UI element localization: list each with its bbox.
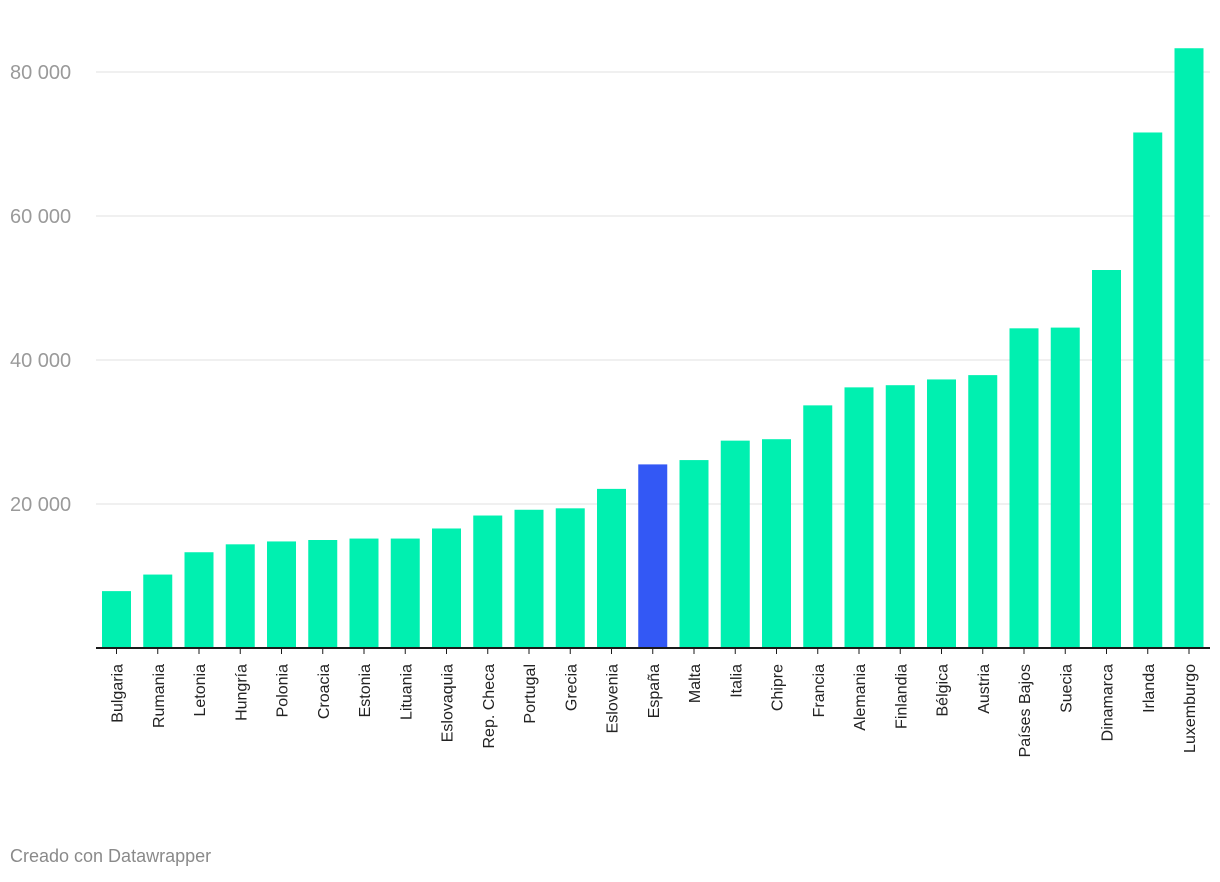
x-axis-ticks	[116, 648, 1190, 654]
y-tick-label: 40 000	[10, 350, 71, 372]
bar	[803, 405, 833, 648]
gridlines	[96, 71, 1210, 505]
bar	[432, 528, 461, 648]
category-label: Francia	[811, 664, 828, 717]
bar	[720, 440, 750, 648]
category-label: Luxemburgo	[1182, 664, 1199, 753]
y-tick-label: 20 000	[10, 494, 71, 516]
datawrapper-credit: Creado con Datawrapper	[10, 846, 212, 866]
bar	[349, 538, 379, 648]
category-label: Rumania	[151, 664, 168, 728]
bar	[143, 574, 173, 648]
category-label: Países Bajos	[1017, 664, 1034, 757]
bar	[638, 464, 668, 648]
category-label: Alemania	[852, 664, 869, 731]
category-label: Rep. Checa	[481, 664, 498, 749]
category-label: Italia	[728, 664, 745, 698]
category-label: Bulgaria	[110, 664, 127, 723]
bar	[1174, 48, 1204, 649]
bar	[308, 540, 338, 648]
bar	[390, 538, 420, 648]
category-label: Grecia	[563, 664, 580, 711]
category-label: Croacia	[316, 664, 333, 719]
bar	[679, 460, 709, 648]
bar	[1092, 270, 1121, 648]
category-label: Dinamarca	[1100, 664, 1117, 741]
category-label: Estonia	[357, 664, 374, 717]
bar	[927, 379, 956, 648]
y-tick-label: 80 000	[10, 62, 71, 84]
bar	[514, 509, 544, 648]
category-label: Austria	[976, 664, 993, 714]
bar	[597, 488, 626, 648]
category-label: Finlandia	[893, 664, 910, 729]
category-labels: Bulgaria Rumania Letonia Hungría Polonia Croa…	[110, 664, 1200, 757]
bar	[968, 375, 998, 648]
bar	[1133, 132, 1163, 649]
category-label: Bélgica	[935, 664, 952, 717]
bar	[555, 508, 585, 648]
y-tick-label: 60 000	[10, 206, 71, 228]
bar	[762, 439, 791, 648]
category-label: Irlanda	[1141, 664, 1158, 713]
category-label: Eslovenia	[605, 664, 622, 733]
category-label: Letonia	[192, 664, 209, 717]
bar	[1009, 328, 1039, 648]
bar	[885, 385, 915, 648]
bar	[844, 387, 874, 648]
category-label: Suecia	[1058, 664, 1075, 713]
bar	[102, 591, 131, 648]
bar	[184, 552, 214, 648]
category-label: Polonia	[275, 664, 292, 717]
bar	[473, 515, 503, 648]
category-label: Eslovaquia	[440, 664, 457, 742]
category-label: España	[646, 664, 663, 718]
category-label: Malta	[687, 664, 704, 703]
bar	[267, 541, 296, 648]
bar	[225, 544, 255, 648]
bars	[102, 48, 1204, 649]
bar	[1050, 327, 1080, 648]
category-label: Portugal	[522, 664, 539, 724]
category-label: Lituania	[398, 664, 415, 720]
category-label: Hungría	[233, 664, 250, 721]
category-label: Chipre	[770, 664, 787, 711]
y-axis-ticks: 20 000 40 000 60 000 80 000	[10, 62, 71, 516]
